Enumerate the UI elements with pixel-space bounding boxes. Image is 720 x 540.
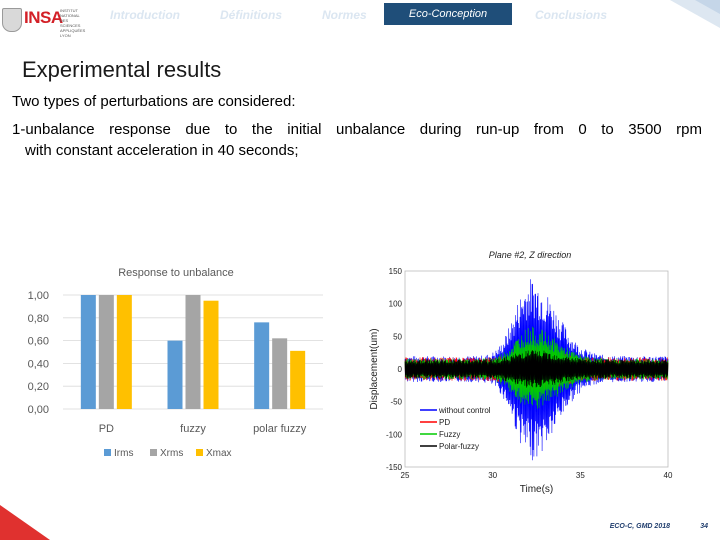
legend-label: without control — [438, 406, 491, 415]
page-number: 34 — [700, 523, 708, 530]
y-tick-label: 0,00 — [28, 404, 49, 416]
nav-definitions[interactable]: Définitions — [220, 8, 282, 22]
x-category-label: PD — [99, 423, 114, 435]
x-tick-label: 35 — [576, 471, 585, 480]
insa-wordmark: INSA — [24, 8, 63, 27]
top-nav: INSA INSTITUT NATIONAL DES SCIENCES APPL… — [0, 0, 720, 38]
footer-text: ECO-C, GMD 2018 — [609, 523, 670, 530]
y-tick-label: -150 — [386, 463, 403, 472]
nav-normes[interactable]: Normes — [322, 8, 367, 22]
crest-icon — [2, 8, 22, 32]
intro-line: Two types of perturbations are considere… — [12, 93, 296, 110]
y-tick-label: -100 — [386, 430, 403, 439]
bar-xmax-fuzzy — [203, 300, 219, 409]
x-tick-label: 30 — [488, 471, 497, 480]
bar-xmax-PD — [116, 295, 132, 409]
x-tick-label: 40 — [664, 471, 673, 480]
bar-irms-fuzzy — [167, 340, 183, 409]
insa-logo: INSA INSTITUT NATIONAL DES SCIENCES APPL… — [0, 2, 90, 38]
legend-label: Xmax — [206, 448, 232, 459]
y-tick-label: 100 — [389, 300, 403, 309]
y-tick-label: 0 — [398, 365, 403, 374]
legend-label: PD — [439, 418, 450, 427]
y-tick-label: 150 — [389, 267, 403, 276]
y-tick-label: 50 — [393, 332, 402, 341]
bar-xmax-polar-fuzzy — [290, 350, 306, 409]
nav-introduction[interactable]: Introduction — [110, 8, 180, 22]
slide-title: Experimental results — [22, 57, 222, 82]
y-tick-label: 0,60 — [28, 336, 49, 348]
series-polar-fuzzy — [404, 350, 669, 388]
bar-xrms-fuzzy — [185, 295, 201, 409]
y-tick-label: 1,00 — [28, 290, 49, 302]
bar-chart-title: Response to unbalance — [118, 267, 234, 279]
perturbation-line-1: 1-unbalance response due to the initial … — [12, 121, 702, 138]
x-axis-label: Time(s) — [520, 484, 554, 495]
line-chart-title: Plane #2, Z direction — [489, 250, 572, 260]
y-tick-label: 0,40 — [28, 358, 49, 370]
bar-irms-PD — [80, 295, 96, 409]
logo-caption: INSTITUT NATIONAL DES SCIENCES APPLIQUÉE… — [60, 8, 86, 38]
bar-xrms-polar-fuzzy — [272, 338, 288, 409]
corner-decoration — [670, 0, 720, 28]
nav-conclusions[interactable]: Conclusions — [535, 8, 608, 22]
legend-label: Polar-fuzzy — [439, 442, 479, 451]
nav-eco-conception[interactable]: Eco-Conception — [384, 3, 512, 25]
bar-chart-response-unbalance: Response to unbalance 1,00 0,80 0,60 0,40 0,… — [18, 258, 334, 468]
legend-label: Xrms — [160, 448, 183, 459]
bar-xrms-PD — [98, 295, 114, 409]
legend-label: Irms — [114, 448, 133, 459]
x-category-label: fuzzy — [180, 423, 206, 435]
x-tick-label: 25 — [401, 471, 410, 480]
y-axis-label: Displacement(um) — [369, 328, 380, 409]
legend-swatch — [150, 449, 157, 456]
legend-swatch — [196, 449, 203, 456]
x-category-label: polar fuzzy — [253, 423, 307, 435]
red-corner-accent — [0, 505, 50, 540]
line-chart-displacement: Plane #2, Z direction 150 100 50 0 -50 -100 -1… — [365, 245, 675, 500]
perturbation-line-2: with constant acceleration in 40 seconds… — [25, 142, 299, 159]
y-tick-label: 0,20 — [28, 381, 49, 393]
legend-label: Fuzzy — [439, 430, 460, 439]
y-tick-label: -50 — [390, 398, 402, 407]
bar-irms-polar-fuzzy — [254, 322, 270, 409]
y-tick-label: 0,80 — [28, 313, 49, 325]
legend-swatch — [104, 449, 111, 456]
